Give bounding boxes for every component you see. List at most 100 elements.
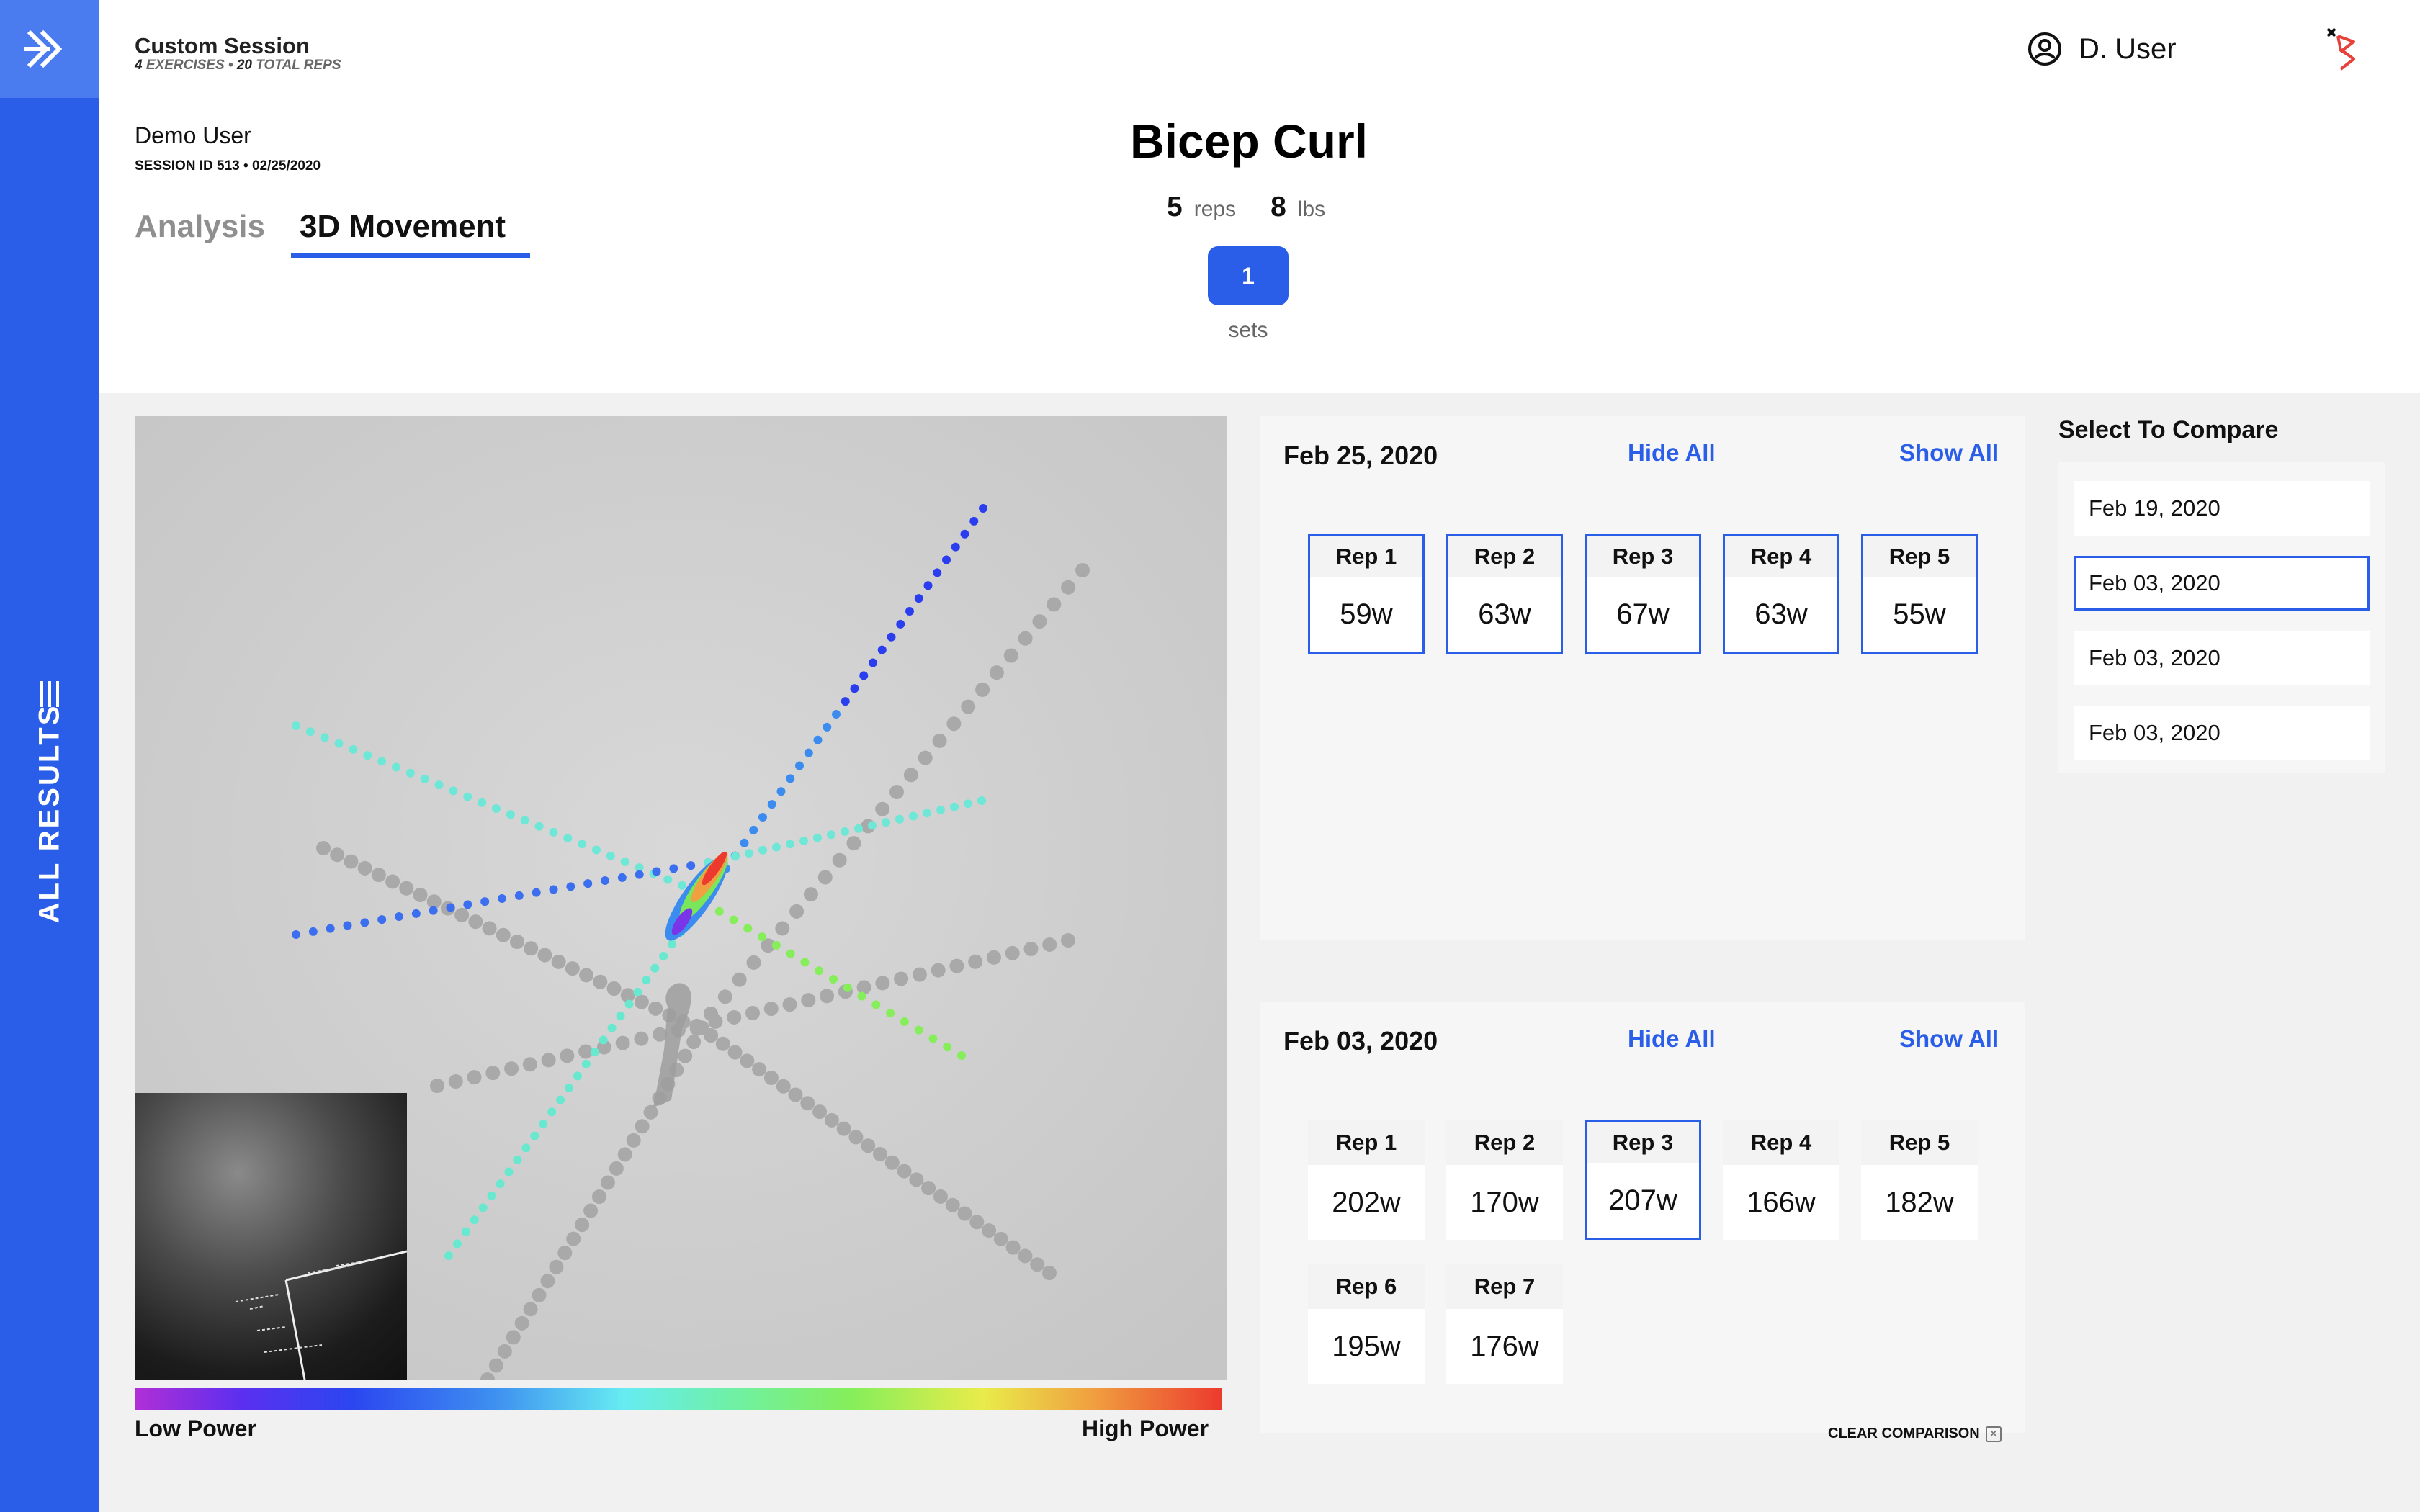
rep-label: Rep 5: [1863, 536, 1976, 577]
compare-date-option[interactable]: Feb 19, 2020: [2074, 481, 2370, 536]
compare-date-option[interactable]: Feb 03, 2020: [2074, 556, 2370, 611]
rep-card[interactable]: Rep 5 182w: [1861, 1120, 1978, 1240]
shadow-dot: [846, 836, 861, 850]
shadow-dot: [931, 963, 946, 978]
rep-card[interactable]: Rep 4 166w: [1723, 1120, 1839, 1240]
shadow-dot: [316, 841, 331, 855]
trajectory-point: [878, 646, 887, 654]
brand-bolt-icon[interactable]: [2325, 26, 2362, 72]
trajectory-point: [768, 800, 776, 809]
rep-card[interactable]: Rep 3 67w: [1585, 534, 1701, 654]
shadow-dot: [575, 1218, 589, 1232]
panel-2-hide-all[interactable]: Hide All: [1628, 1025, 1716, 1053]
trajectory-point: [786, 840, 794, 848]
trajectory-point: [608, 1024, 617, 1032]
trajectory-point: [506, 810, 515, 819]
shadow-dot: [552, 955, 566, 969]
rep-card[interactable]: Rep 3 207w: [1585, 1120, 1701, 1240]
shadow-dot: [1023, 942, 1038, 956]
shadow-dot: [728, 1045, 743, 1060]
trajectory-point: [823, 723, 831, 732]
trajectory-point: [592, 846, 601, 855]
panel-2-date: Feb 03, 2020: [1283, 1026, 1438, 1056]
all-results-button[interactable]: ALL RESULTS: [34, 704, 66, 924]
trajectory-point: [659, 952, 668, 960]
shadow-dot: [449, 1074, 463, 1089]
trajectory-point: [758, 932, 766, 941]
shadow-dot: [1030, 1257, 1044, 1272]
compare-date-option[interactable]: Feb 03, 2020: [2074, 631, 2370, 685]
trajectory-point: [478, 798, 486, 807]
shadow-dot: [1061, 933, 1075, 948]
rep-label: Rep 3: [1587, 536, 1699, 577]
trajectory-point: [447, 904, 455, 912]
trajectory-point: [463, 900, 472, 909]
shadow-dot: [583, 1204, 598, 1218]
trajectory-point: [606, 852, 615, 860]
trajectory-point: [758, 813, 767, 822]
trajectory-point: [859, 671, 868, 680]
trajectory-point: [799, 837, 808, 845]
panel-1-hide-all[interactable]: Hide All: [1628, 439, 1716, 467]
rep-card[interactable]: Rep 4 63w: [1723, 534, 1839, 654]
trajectory-point: [363, 751, 372, 760]
shadow-dot: [704, 1028, 718, 1043]
logo-tile[interactable]: [0, 0, 99, 98]
session-panel-current: [1260, 416, 2025, 940]
clear-comparison-button[interactable]: CLEAR COMPARISON ×: [1828, 1426, 2002, 1442]
user-name: D. User: [2079, 33, 2177, 66]
trajectory-point: [421, 775, 429, 783]
trajectory-point: [556, 1096, 565, 1104]
reps-unit: reps: [1194, 197, 1236, 222]
rep-label: Rep 2: [1446, 1120, 1563, 1165]
shadow-dot: [413, 888, 428, 902]
user-menu[interactable]: D. User: [2027, 27, 2177, 71]
shadow-dot: [1075, 563, 1090, 577]
trajectory-point: [463, 793, 472, 801]
weight-unit: lbs: [1298, 197, 1325, 222]
shadow-dot: [897, 1164, 912, 1179]
shadow-dot: [372, 868, 386, 882]
set-1-button[interactable]: 1: [1208, 246, 1289, 305]
shadow-dot: [820, 989, 834, 1003]
trajectory-point: [942, 556, 951, 564]
trajectory-point: [795, 762, 804, 770]
trajectory-point: [905, 607, 914, 616]
rep-card[interactable]: Rep 1 59w: [1308, 534, 1425, 654]
trajectory-point: [772, 843, 781, 852]
trajectory-point: [979, 504, 987, 513]
rep-power: 176w: [1446, 1309, 1563, 1384]
shadow-dot: [994, 1232, 1008, 1246]
rep-card[interactable]: Rep 2 63w: [1446, 534, 1563, 654]
shadow-dot: [523, 1057, 537, 1071]
compare-date-option[interactable]: Feb 03, 2020: [2074, 706, 2370, 760]
shadow-dot: [454, 908, 469, 922]
total-reps-label: TOTAL REPS: [256, 58, 341, 73]
session-summary: 4 EXERCISES • 20 TOTAL REPS: [135, 58, 341, 73]
panel-1-show-all[interactable]: Show All: [1899, 439, 1999, 467]
shadow-dot: [644, 1105, 658, 1120]
trajectory-point: [292, 721, 300, 730]
shadow-dot: [1047, 597, 1061, 611]
shadow-dot: [635, 1119, 650, 1133]
rep-card[interactable]: Rep 2 170w: [1446, 1120, 1563, 1240]
shadow-dot: [566, 1232, 581, 1246]
rep-card[interactable]: Rep 1 202w: [1308, 1120, 1425, 1240]
shadow-dot: [861, 1138, 875, 1153]
shadow-dot: [1004, 648, 1018, 662]
rep-card[interactable]: Rep 7 176w: [1446, 1264, 1563, 1384]
trajectory-point: [668, 940, 676, 948]
trajectory-point: [377, 757, 386, 765]
tab-analysis[interactable]: Analysis: [135, 209, 265, 245]
tab-3d-movement[interactable]: 3D Movement: [300, 209, 506, 245]
rep-card[interactable]: Rep 5 55w: [1861, 534, 1978, 654]
shadow-dot: [987, 950, 1001, 965]
shadow-dot: [399, 881, 413, 896]
shadow-dot: [593, 975, 607, 989]
session-id: SESSION ID 513 • 02/25/2020: [135, 158, 321, 174]
panel-2-show-all[interactable]: Show All: [1899, 1025, 1999, 1053]
rep-card[interactable]: Rep 6 195w: [1308, 1264, 1425, 1384]
trajectory-point: [498, 894, 506, 903]
shadow-dot: [857, 980, 871, 994]
trajectory-point: [943, 1043, 951, 1051]
